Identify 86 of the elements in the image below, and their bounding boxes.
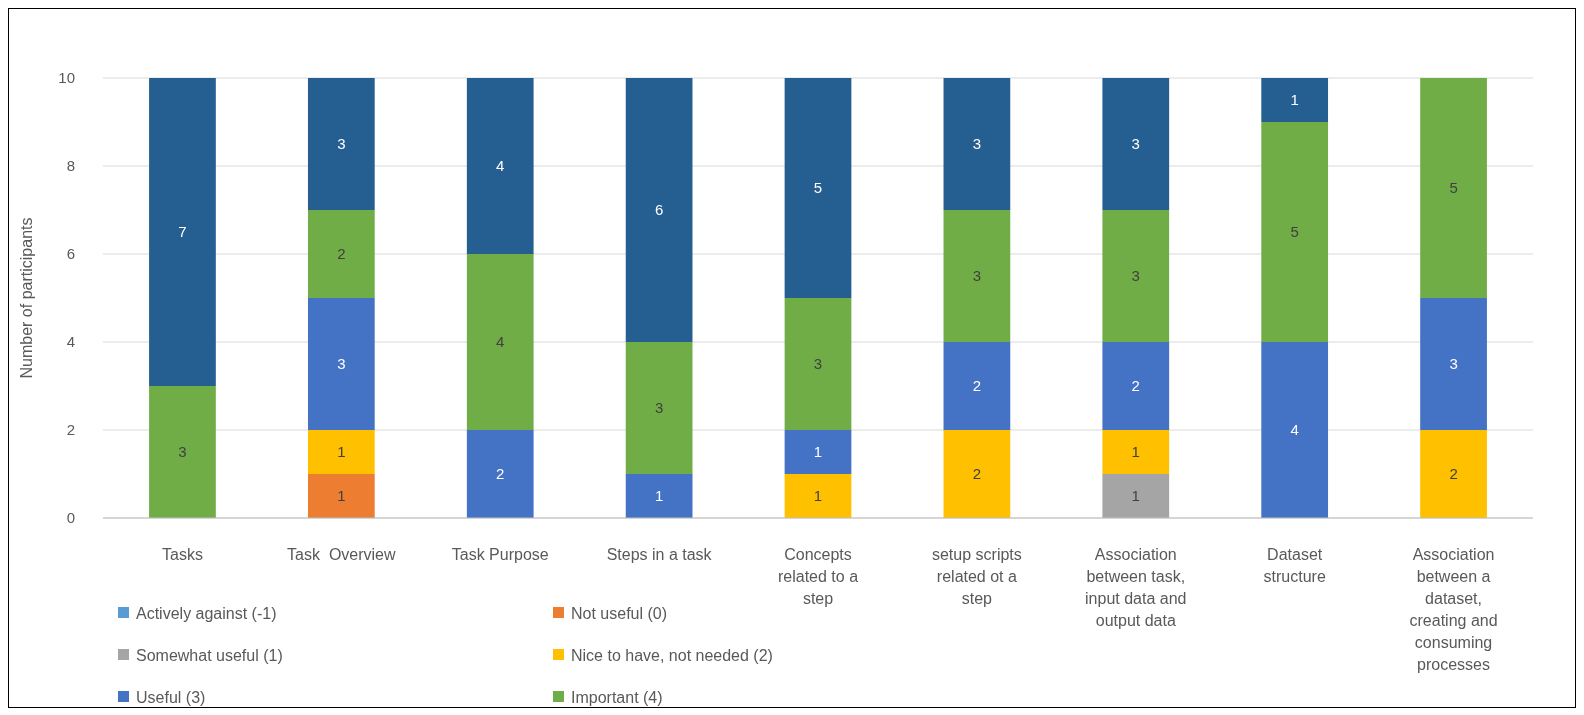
bar <box>943 78 1011 210</box>
x-tick-label: Association between task, input data and output data <box>1085 546 1187 629</box>
x-tick-label: Task Purpose <box>451 546 549 563</box>
data-label: 1 <box>1131 487 1140 505</box>
data-label: 3 <box>1449 355 1458 373</box>
legend-label: Not useful (0) <box>571 604 668 622</box>
data-label: 2 <box>1449 465 1458 483</box>
y-tick-label: 8 <box>66 157 75 175</box>
data-label: 2 <box>972 377 982 395</box>
bar <box>307 430 375 474</box>
data-label: 2 <box>1131 377 1140 395</box>
data-label: 1 <box>813 443 823 461</box>
bar <box>1261 78 1329 122</box>
bar <box>466 254 534 430</box>
data-label: 7 <box>178 223 187 241</box>
bar <box>466 78 534 254</box>
bar <box>1102 342 1170 430</box>
data-label: 4 <box>1290 421 1299 439</box>
data-label: 4 <box>496 157 505 175</box>
data-label: 1 <box>813 487 823 505</box>
bar <box>307 210 375 298</box>
data-label: 1 <box>1290 91 1299 109</box>
bar <box>149 386 216 518</box>
data-label: 4 <box>496 333 505 351</box>
bar <box>1261 342 1329 518</box>
bar <box>307 298 375 430</box>
legend-label: Nice to have, not needed (2) <box>571 646 773 664</box>
bar <box>1420 78 1487 298</box>
bar <box>307 474 375 518</box>
bar <box>1420 430 1487 518</box>
y-tick-label: 4 <box>66 333 75 351</box>
y-axis-title: Number of participants <box>18 217 35 379</box>
bar <box>149 78 216 386</box>
bar <box>943 430 1011 518</box>
bar <box>1420 298 1487 430</box>
data-label: 3 <box>1131 267 1140 285</box>
data-label: 3 <box>337 135 346 153</box>
data-label: 2 <box>972 465 982 483</box>
legend-label: Important (4) <box>571 688 663 706</box>
bar <box>943 342 1011 430</box>
bar <box>1102 210 1170 342</box>
x-tick-label: Concepts related to a step <box>777 546 859 607</box>
y-tick-label: 0 <box>66 509 75 527</box>
legend-label: Actively against (-1) <box>136 604 277 622</box>
data-label: 3 <box>337 355 346 373</box>
data-label: 1 <box>1131 443 1140 461</box>
legend-label: Somewhat useful (1) <box>136 646 283 664</box>
data-label: 5 <box>813 179 823 197</box>
data-label: 6 <box>654 201 664 219</box>
y-tick-label: 10 <box>58 69 75 87</box>
data-label: 3 <box>1131 135 1140 153</box>
bar <box>1102 78 1170 210</box>
data-label: 2 <box>496 465 505 483</box>
bar <box>784 474 852 518</box>
data-label: 3 <box>972 135 982 153</box>
bar <box>943 210 1011 342</box>
bar <box>1102 430 1170 474</box>
bar <box>625 78 693 342</box>
data-label: 1 <box>337 487 346 505</box>
x-tick-label: Tasks <box>161 546 203 563</box>
data-label: 3 <box>813 355 823 373</box>
y-tick-label: 2 <box>66 421 75 439</box>
x-tick-label: Association between a dataset, creating and consuming processes <box>1409 546 1498 673</box>
bar <box>784 78 852 298</box>
bar <box>784 430 852 474</box>
bar <box>625 474 693 518</box>
bar <box>1261 122 1329 342</box>
data-label: 3 <box>654 399 664 417</box>
bar <box>307 78 375 210</box>
data-label: 1 <box>337 443 346 461</box>
y-tick-label: 6 <box>66 245 75 263</box>
bar <box>466 430 534 518</box>
bar <box>784 298 852 430</box>
data-label: 3 <box>178 443 187 461</box>
x-tick-label: Steps in a task <box>606 546 713 563</box>
data-label: 2 <box>337 245 346 263</box>
legend-label: Useful (3) <box>136 688 206 706</box>
x-tick-label: Task Overview <box>287 546 397 563</box>
data-label: 3 <box>972 267 982 285</box>
bar <box>625 342 693 474</box>
data-label: 1 <box>654 487 664 505</box>
data-label: 5 <box>1290 223 1299 241</box>
data-label: 5 <box>1449 179 1458 197</box>
bar <box>1102 474 1170 518</box>
x-tick-label: setup scripts related ot a step <box>931 546 1022 607</box>
x-tick-label: Dataset structure <box>1263 546 1326 585</box>
